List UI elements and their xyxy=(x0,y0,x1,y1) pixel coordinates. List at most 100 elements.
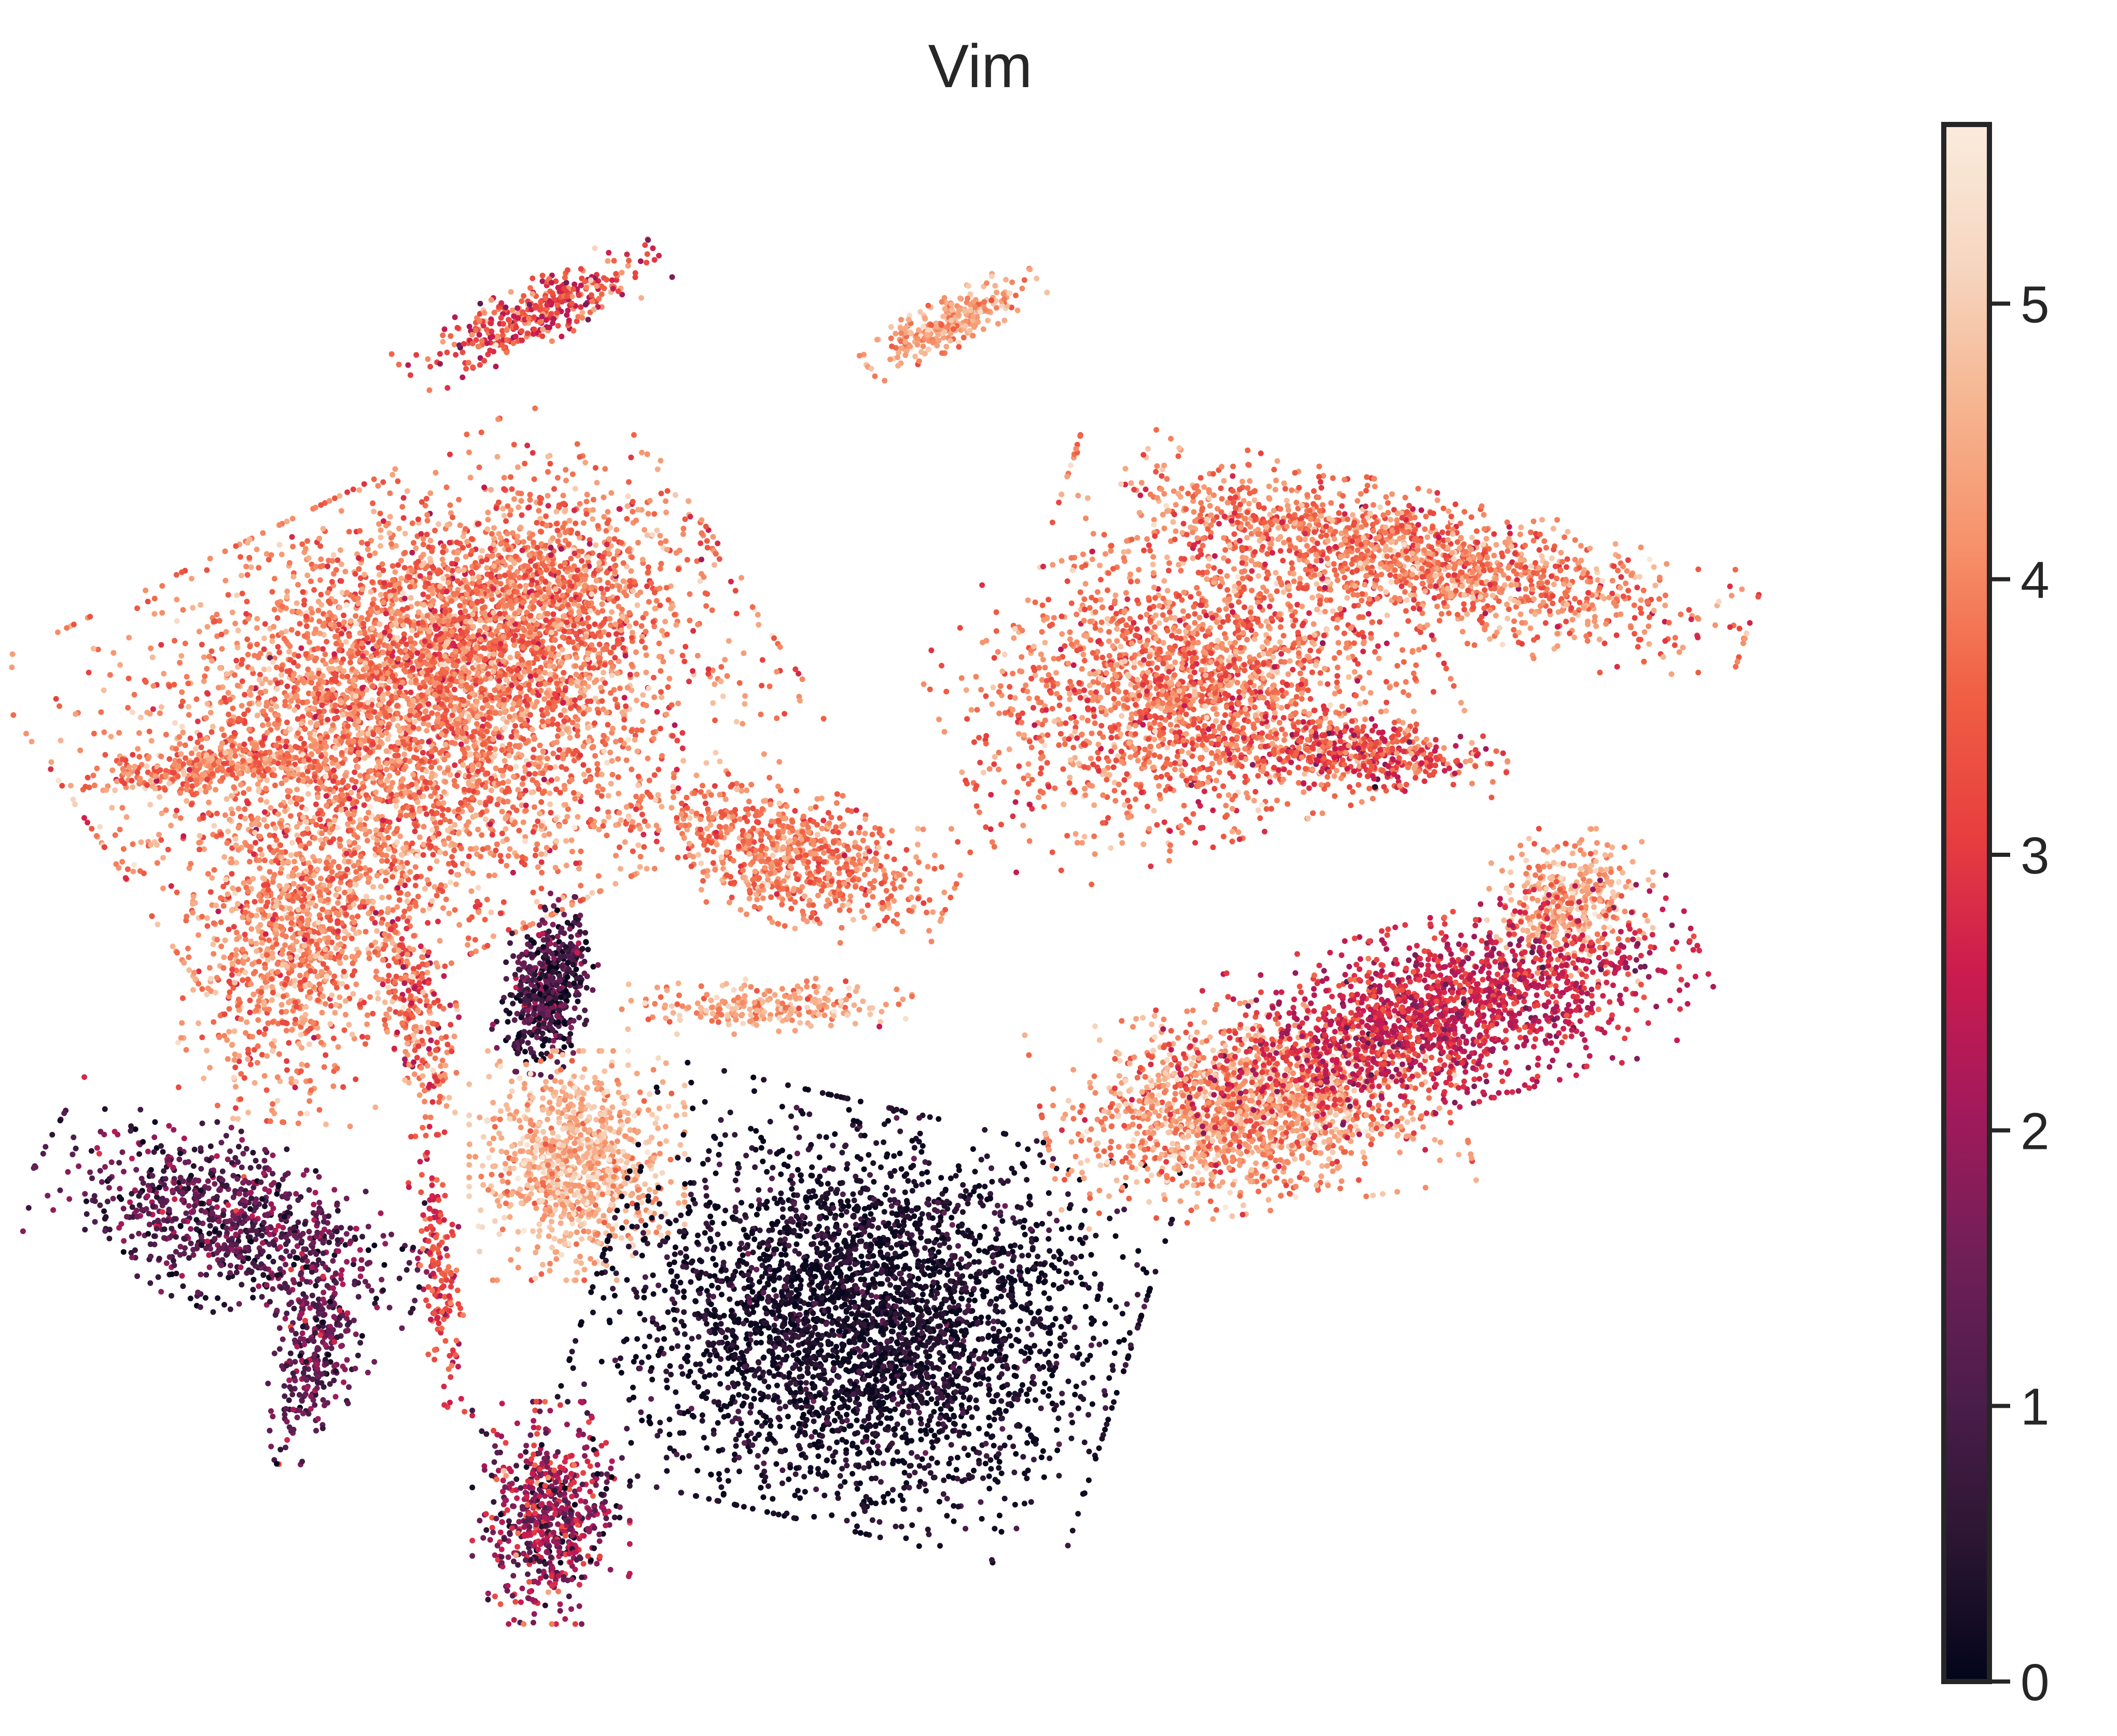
cell-point xyxy=(659,753,665,759)
cell-point xyxy=(340,656,346,662)
cell-point xyxy=(425,701,431,707)
cell-point xyxy=(537,307,543,313)
cell-point xyxy=(796,671,802,677)
cell-point xyxy=(331,571,337,577)
cell-point xyxy=(680,525,687,532)
cell-point xyxy=(378,883,384,890)
cell-point xyxy=(186,704,192,710)
cell-point xyxy=(541,788,548,795)
cell-point xyxy=(674,815,680,821)
cell-point xyxy=(476,343,482,350)
cell-point xyxy=(428,754,435,759)
cell-point xyxy=(499,328,506,334)
cell-point xyxy=(485,671,491,677)
cell-point xyxy=(449,712,455,718)
cell-point xyxy=(561,718,567,725)
cell-point xyxy=(638,623,645,629)
cell-point xyxy=(318,556,324,562)
cell-point xyxy=(359,685,365,691)
cell-point xyxy=(294,801,300,807)
cell-point xyxy=(440,339,446,345)
cell-point xyxy=(532,405,538,411)
cell-point xyxy=(303,546,309,552)
cell-point xyxy=(598,771,605,777)
cell-point xyxy=(136,730,142,736)
cell-point xyxy=(205,691,211,697)
cell-point xyxy=(246,701,253,707)
cell-point xyxy=(266,721,272,728)
cell-point xyxy=(562,818,568,825)
cell-point xyxy=(493,505,499,511)
cell-point xyxy=(507,742,513,747)
cell-point xyxy=(179,724,185,730)
cell-point xyxy=(341,935,347,941)
cell-point xyxy=(470,870,476,877)
cell-point xyxy=(180,833,187,839)
cell-point xyxy=(359,586,365,592)
cell-point xyxy=(564,294,570,300)
cell-point xyxy=(908,329,913,336)
cell-point xyxy=(268,706,274,713)
cell-point xyxy=(479,832,485,838)
cell-point xyxy=(977,309,983,315)
cell-point xyxy=(612,881,619,887)
cell-point xyxy=(357,772,363,779)
cell-point xyxy=(177,741,183,747)
cell-point xyxy=(475,768,481,774)
cell-point xyxy=(404,898,410,905)
cell-point xyxy=(522,862,528,868)
cell-point xyxy=(479,338,485,344)
cell-point xyxy=(361,826,368,832)
cell-point xyxy=(469,783,476,789)
cell-point xyxy=(687,591,693,597)
cell-point xyxy=(702,793,708,799)
cell-point xyxy=(380,567,386,573)
cell-point xyxy=(503,815,509,822)
cell-point xyxy=(741,650,747,656)
cell-point xyxy=(107,672,113,678)
cell-point xyxy=(621,717,628,723)
cell-point xyxy=(332,745,338,751)
cell-point xyxy=(527,285,533,291)
cell-point xyxy=(246,726,253,732)
cell-point xyxy=(887,356,893,363)
cell-point xyxy=(404,488,410,494)
cell-point xyxy=(284,739,290,744)
cell-point xyxy=(615,774,621,780)
cell-point xyxy=(718,664,725,670)
cell-point xyxy=(601,275,607,281)
cell-point xyxy=(303,806,309,812)
cell-point xyxy=(206,799,212,805)
cell-point xyxy=(424,532,430,537)
cell-point xyxy=(1021,277,1027,283)
cell-point xyxy=(338,508,344,514)
cell-point xyxy=(379,895,385,901)
cell-point xyxy=(444,385,451,391)
cell-point xyxy=(392,798,398,803)
cell-point xyxy=(370,500,376,506)
cell-point xyxy=(373,789,379,795)
cell-point xyxy=(568,837,575,843)
cell-point xyxy=(301,598,308,603)
cell-point xyxy=(712,681,718,687)
cell-point xyxy=(211,867,217,873)
cell-point xyxy=(608,690,614,696)
cell-point xyxy=(271,606,277,613)
cell-point xyxy=(475,780,480,786)
cell-point xyxy=(367,552,373,559)
cell-point xyxy=(449,726,455,732)
cell-point xyxy=(466,916,472,923)
cell-point xyxy=(357,702,364,708)
cell-point xyxy=(267,679,273,686)
cell-point xyxy=(704,538,710,544)
cell-point xyxy=(259,1052,265,1058)
cell-point xyxy=(166,683,173,689)
cell-point xyxy=(499,809,505,815)
cell-point xyxy=(454,678,459,685)
cell-point xyxy=(246,554,253,561)
cell-point xyxy=(413,545,419,551)
cell-point xyxy=(949,307,955,313)
cell-point xyxy=(197,732,203,738)
cell-point xyxy=(895,363,901,369)
cell-point xyxy=(260,708,267,714)
